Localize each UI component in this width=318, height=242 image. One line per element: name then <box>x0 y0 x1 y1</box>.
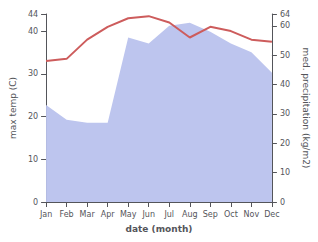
svg-text:60: 60 <box>280 21 290 30</box>
svg-text:0: 0 <box>280 198 285 207</box>
svg-text:Oct: Oct <box>224 210 238 219</box>
svg-text:max temp (C): max temp (C) <box>8 77 18 139</box>
svg-text:Jun: Jun <box>141 210 155 219</box>
svg-text:20: 20 <box>280 139 290 148</box>
svg-text:Sep: Sep <box>203 210 218 219</box>
svg-text:Feb: Feb <box>60 210 74 219</box>
svg-text:Mar: Mar <box>80 210 96 219</box>
svg-text:Jan: Jan <box>39 210 52 219</box>
svg-text:30: 30 <box>280 109 290 118</box>
svg-text:20: 20 <box>28 112 38 121</box>
svg-text:64: 64 <box>280 10 290 19</box>
svg-text:Dec: Dec <box>264 210 279 219</box>
svg-text:med. precipitation (kg/m2): med. precipitation (kg/m2) <box>301 48 311 169</box>
svg-text:40: 40 <box>280 80 290 89</box>
svg-text:40: 40 <box>28 27 38 36</box>
svg-text:Aug: Aug <box>182 210 198 219</box>
svg-text:Nov: Nov <box>244 210 260 219</box>
svg-text:30: 30 <box>28 69 38 78</box>
svg-text:Jul: Jul <box>163 210 174 219</box>
svg-text:10: 10 <box>280 168 290 177</box>
svg-text:10: 10 <box>28 155 38 164</box>
svg-text:May: May <box>120 210 137 219</box>
svg-text:0: 0 <box>33 198 38 207</box>
svg-text:44: 44 <box>28 10 38 19</box>
svg-text:Apr: Apr <box>101 210 116 219</box>
svg-text:date (month): date (month) <box>126 224 193 234</box>
svg-text:50: 50 <box>280 51 290 60</box>
